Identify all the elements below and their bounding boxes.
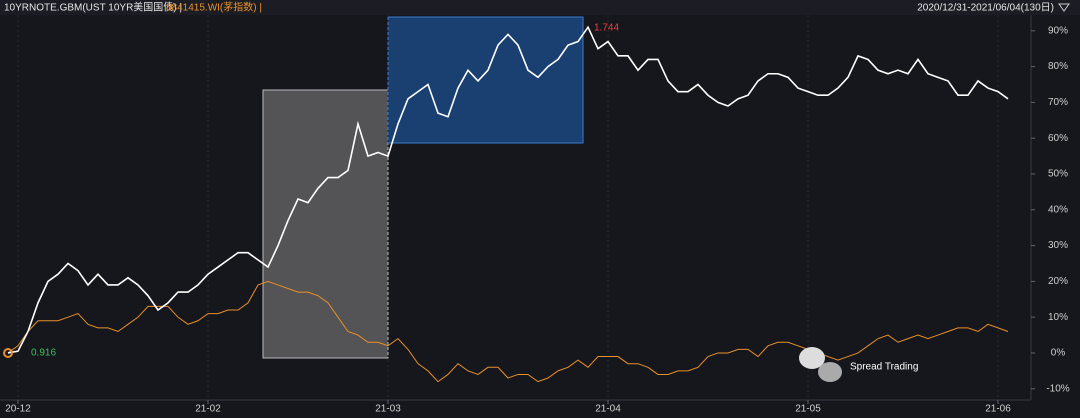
y-tick-label: -10% [1046, 383, 1069, 394]
y-tick-label: 0% [1051, 348, 1066, 359]
x-tick-label: 20-12 [5, 404, 31, 415]
y-tick-label: 60% [1048, 133, 1068, 144]
y-tick-label: 90% [1048, 25, 1068, 36]
header-right: 2020/12/31-2021/06/04(130日) [917, 3, 1054, 14]
y-tick-label: 10% [1048, 312, 1068, 323]
x-tick-label: 21-06 [985, 404, 1011, 415]
y-tick-label: 50% [1048, 169, 1068, 180]
x-tick-label: 21-03 [375, 404, 401, 415]
annotation: 0.916 [31, 348, 56, 359]
x-tick-label: 21-04 [595, 404, 621, 415]
header-left: 10YRNOTE.GBM(UST 10YR美国国债) | [4, 1, 182, 14]
start-marker [3, 348, 13, 358]
y-tick-label: 80% [1048, 61, 1068, 72]
header-bar [0, 0, 1080, 15]
dropdown[interactable] [1058, 3, 1070, 12]
header-middle: 8841415.WI(茅指数) | [166, 1, 262, 14]
y-tick-label: 70% [1048, 97, 1068, 108]
highlight-box [387, 16, 584, 144]
y-tick-label: 20% [1048, 276, 1068, 287]
line [7, 25, 1009, 354]
annotation: 1.744 [594, 23, 619, 34]
watermark-icon [799, 347, 842, 382]
line [7, 280, 1009, 383]
highlight-box [262, 89, 389, 359]
y-tick-label: 40% [1048, 204, 1068, 215]
y-tick-label: 30% [1048, 240, 1068, 251]
watermark: Spread Trading [850, 362, 918, 373]
x-tick-label: 21-05 [795, 404, 821, 415]
x-tick-label: 21-02 [195, 404, 221, 415]
